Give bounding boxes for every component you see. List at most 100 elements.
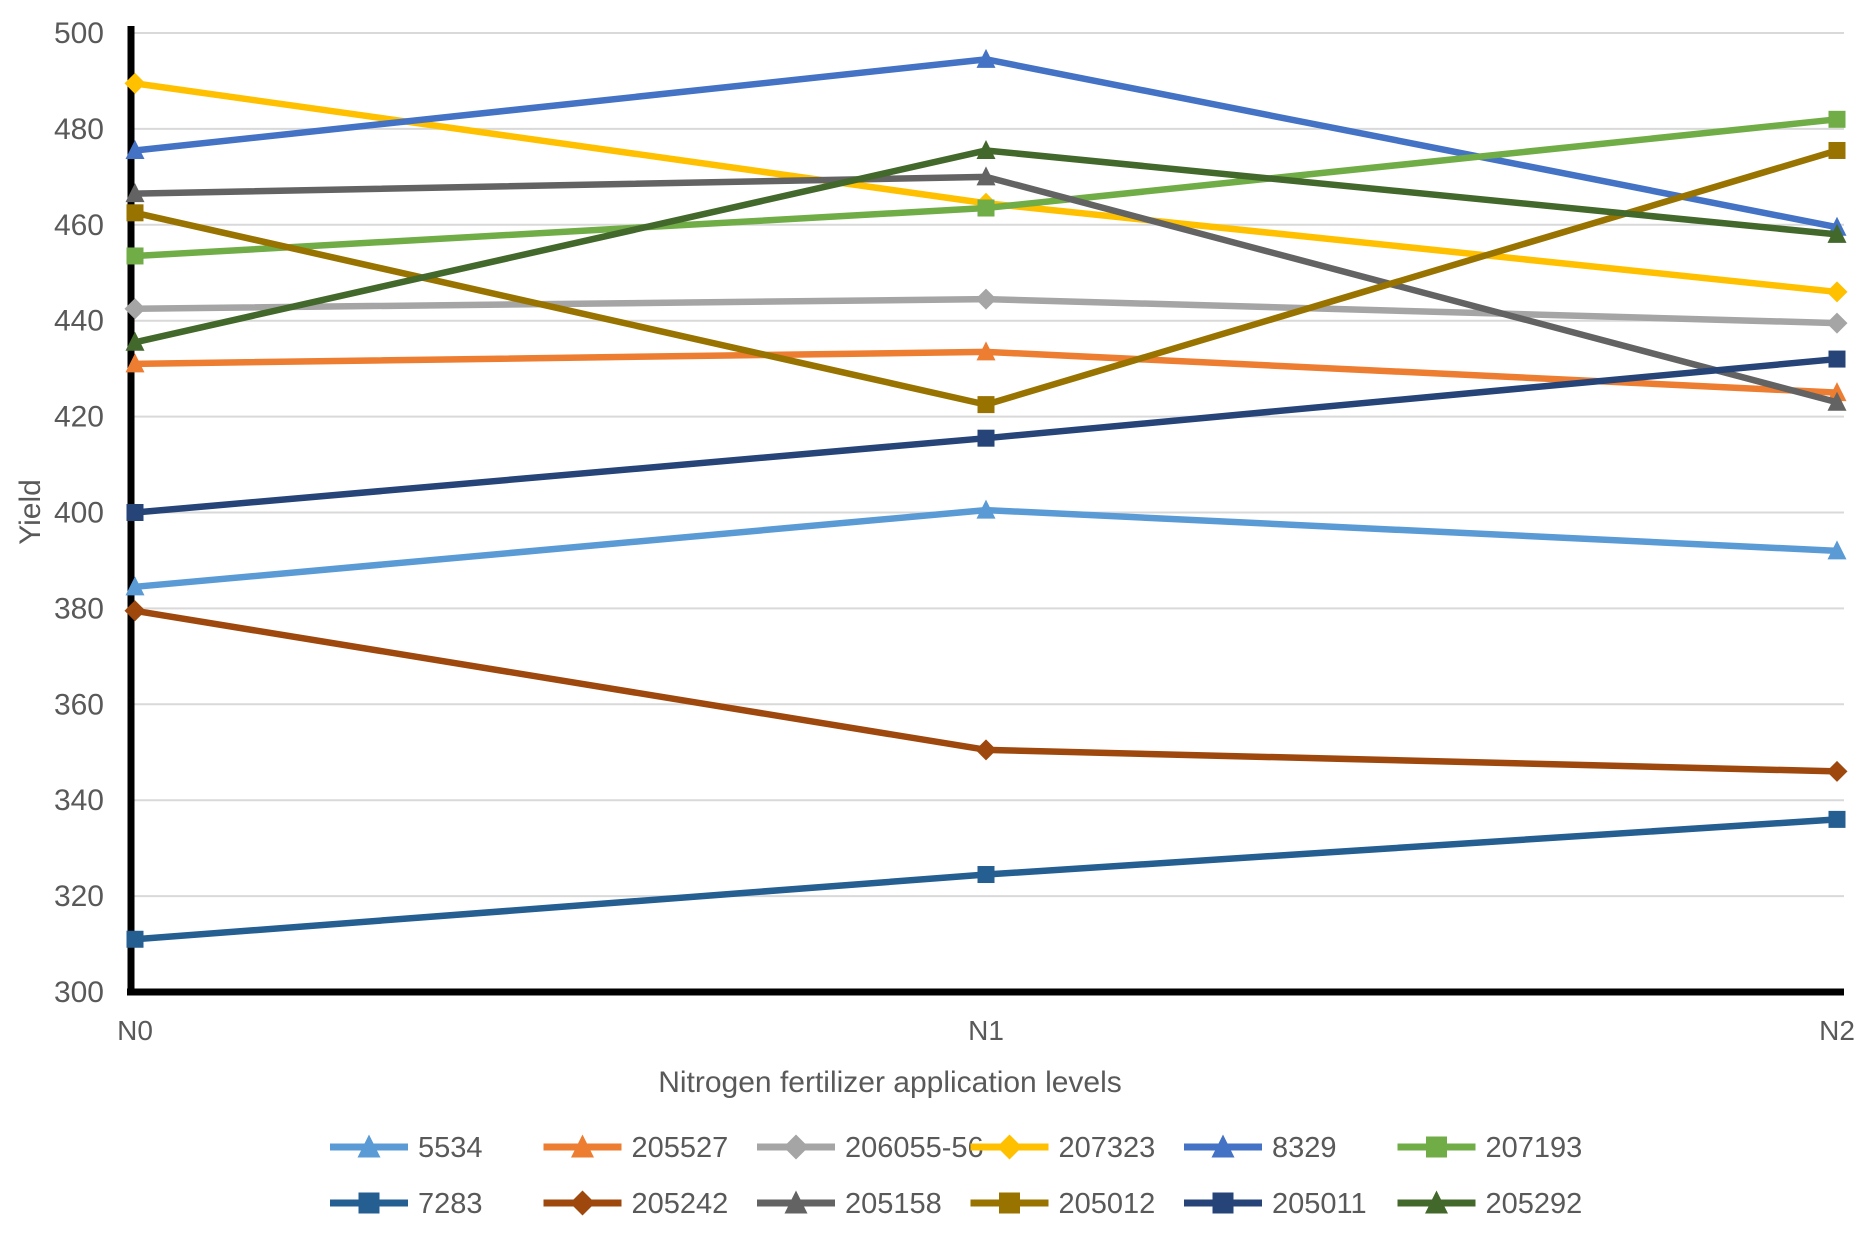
data-point-marker bbox=[1828, 810, 1846, 828]
legend-item-206055-56: 206055-56 bbox=[757, 1132, 984, 1164]
data-point-marker bbox=[975, 288, 997, 310]
legend-label: 207323 bbox=[1059, 1132, 1156, 1164]
data-point-marker bbox=[977, 199, 995, 217]
legend-triangle-marker-icon bbox=[1211, 1134, 1235, 1158]
y-tick-label: 480 bbox=[54, 113, 104, 146]
legend-item-205011: 205011 bbox=[1184, 1188, 1367, 1220]
x-axis-tick-labels: N0 N1 N2 bbox=[117, 1015, 1855, 1046]
x-axis-title: Nitrogen fertilizer application levels bbox=[658, 1066, 1122, 1099]
data-point-marker bbox=[1827, 223, 1847, 243]
legend-label: 5534 bbox=[418, 1132, 483, 1164]
data-point-marker bbox=[976, 166, 996, 186]
x-tick-label: N2 bbox=[1819, 1015, 1855, 1046]
y-axis-tick-labels: 300 320 340 360 380 400 420 440 460 480 500 bbox=[54, 17, 104, 1009]
series-path bbox=[131, 506, 1841, 591]
data-point-marker bbox=[976, 341, 996, 361]
legend-item-207193: 207193 bbox=[1397, 1132, 1583, 1164]
data-point-marker bbox=[125, 139, 145, 159]
y-axis-title: Yield bbox=[14, 479, 47, 545]
x-tick-label: N1 bbox=[968, 1015, 1004, 1046]
series-line-207193 bbox=[126, 110, 1846, 265]
data-point-marker bbox=[126, 504, 144, 521]
y-tick-label: 340 bbox=[54, 784, 104, 817]
legend-label: 205242 bbox=[632, 1188, 729, 1220]
data-point-marker bbox=[1828, 141, 1846, 159]
data-point-marker bbox=[125, 331, 145, 351]
legend-label: 205012 bbox=[1059, 1188, 1156, 1220]
y-tick-label: 360 bbox=[54, 688, 104, 721]
data-point-marker bbox=[1826, 760, 1848, 782]
series-line-205292 bbox=[125, 139, 1847, 351]
legend-square-marker-icon bbox=[1212, 1192, 1234, 1214]
legend: 5534 205527 206055-56 207323 8329 207193 7283 2… bbox=[330, 1132, 1582, 1220]
legend-diamond-marker-icon bbox=[997, 1134, 1022, 1160]
legend-item-5534: 5534 bbox=[330, 1132, 483, 1164]
data-point-marker bbox=[977, 866, 995, 884]
legend-label: 205011 bbox=[1272, 1188, 1367, 1220]
legend-label: 207193 bbox=[1486, 1132, 1583, 1164]
y-tick-label: 420 bbox=[54, 401, 104, 434]
data-point-marker bbox=[976, 48, 996, 68]
legend-item-205242: 205242 bbox=[543, 1188, 729, 1220]
data-point-marker bbox=[124, 600, 146, 622]
y-tick-label: 500 bbox=[54, 17, 104, 50]
series-line-205527 bbox=[125, 341, 1847, 402]
series-line-205011 bbox=[126, 350, 1846, 521]
data-point-marker bbox=[125, 353, 145, 373]
data-point-marker bbox=[1828, 110, 1846, 128]
data-point-marker bbox=[126, 247, 144, 265]
data-point-marker bbox=[977, 429, 995, 447]
x-tick-label: N0 bbox=[117, 1015, 153, 1046]
data-point-marker bbox=[1827, 391, 1847, 411]
legend-label: 205158 bbox=[845, 1188, 942, 1220]
y-tick-label: 320 bbox=[54, 880, 104, 913]
series-group bbox=[124, 48, 1848, 948]
legend-item-205527: 205527 bbox=[543, 1132, 729, 1164]
data-point-marker bbox=[1827, 540, 1847, 560]
data-point-marker bbox=[1828, 350, 1846, 368]
data-point-marker bbox=[125, 576, 145, 596]
legend-item-7283: 7283 bbox=[330, 1188, 483, 1220]
legend-label: 8329 bbox=[1272, 1132, 1337, 1164]
legend-diamond-marker-icon bbox=[783, 1134, 809, 1160]
series-line-205158 bbox=[125, 166, 1847, 411]
legend-triangle-marker-icon bbox=[784, 1190, 808, 1214]
data-point-marker bbox=[124, 298, 146, 320]
data-point-marker bbox=[125, 183, 145, 203]
series-line-205242 bbox=[124, 600, 1848, 782]
data-point-marker bbox=[1827, 382, 1847, 402]
legend-triangle-marker-icon bbox=[571, 1134, 594, 1158]
legend-triangle-marker-icon bbox=[357, 1134, 381, 1158]
y-tick-label: 300 bbox=[54, 976, 104, 1009]
legend-item-205292: 205292 bbox=[1397, 1188, 1583, 1220]
data-point-marker bbox=[1826, 312, 1848, 334]
data-point-marker bbox=[1826, 281, 1848, 303]
legend-label: 206055-56 bbox=[845, 1132, 984, 1164]
legend-label: 7283 bbox=[418, 1188, 483, 1220]
legend-item-8329: 8329 bbox=[1184, 1132, 1337, 1164]
y-tick-label: 400 bbox=[54, 497, 104, 530]
data-point-marker bbox=[975, 739, 997, 761]
series-line-206055-56 bbox=[124, 288, 1848, 334]
series-line-5534 bbox=[125, 499, 1847, 596]
y-tick-label: 380 bbox=[54, 592, 104, 625]
data-point-marker bbox=[126, 204, 144, 222]
y-tick-label: 460 bbox=[54, 209, 104, 242]
data-point-marker bbox=[976, 499, 996, 519]
y-tick-label: 440 bbox=[54, 305, 104, 338]
legend-label: 205527 bbox=[632, 1132, 729, 1164]
legend-item-207323: 207323 bbox=[970, 1132, 1156, 1164]
data-point-marker bbox=[976, 139, 996, 159]
legend-label: 205292 bbox=[1486, 1188, 1583, 1220]
legend-square-marker-icon bbox=[999, 1192, 1020, 1214]
legend-diamond-marker-icon bbox=[570, 1190, 595, 1216]
series-line-7283 bbox=[126, 810, 1846, 948]
data-point-marker bbox=[126, 930, 144, 948]
legend-square-marker-icon bbox=[1426, 1136, 1447, 1158]
data-point-marker bbox=[977, 396, 995, 414]
legend-triangle-marker-icon bbox=[1425, 1190, 1448, 1214]
legend-square-marker-icon bbox=[358, 1192, 380, 1214]
legend-item-205012: 205012 bbox=[970, 1188, 1156, 1220]
